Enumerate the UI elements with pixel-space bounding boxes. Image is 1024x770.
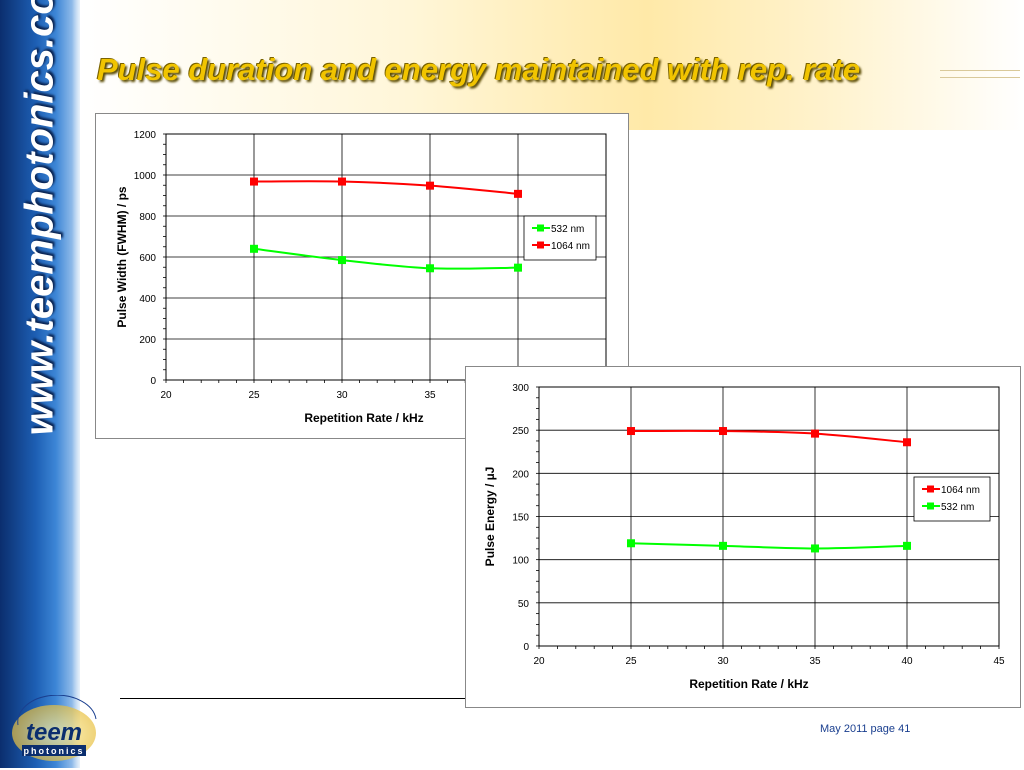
- pw-series-532nm-line: [253, 247, 519, 270]
- pw-y-tick-label: 800: [139, 212, 156, 223]
- pw-legend-label: 532 nm: [551, 224, 584, 235]
- pw-series-532nm-point: [426, 264, 434, 273]
- title-decoration: [940, 70, 1020, 78]
- sidebar-url: www.teemphotonics.com: [17, 0, 62, 436]
- pe-y-tick-label: 200: [512, 469, 529, 480]
- pe-legend-box: [913, 476, 991, 522]
- teem-logo-icon: teem photonics: [12, 694, 97, 761]
- pe-series-532nm-point: [903, 541, 911, 550]
- pe-series-532nm-line: [630, 542, 908, 550]
- pw-x-axis-title: Repetition Rate / kHz: [304, 411, 423, 425]
- pw-y-tick-label: 600: [139, 253, 156, 264]
- footer-page-info: May 2011 page 41: [820, 723, 911, 735]
- pe-series-1064nm-point: [811, 429, 819, 438]
- pw-y-tick-label: 400: [139, 294, 156, 305]
- pe-x-tick-label: 30: [717, 656, 729, 667]
- pw-y-tick-label: 1000: [134, 171, 157, 182]
- pe-y-tick-label: 0: [523, 642, 529, 653]
- pw-x-tick-label: 35: [424, 390, 436, 401]
- svg-text:photonics: photonics: [24, 746, 85, 756]
- pe-x-tick-label: 35: [809, 656, 821, 667]
- pe-x-axis-title: Repetition Rate / kHz: [689, 677, 808, 691]
- pe-legend-label: 1064 nm: [941, 485, 980, 496]
- pw-series-1064nm-point: [250, 177, 258, 186]
- pe-x-tick-label: 45: [993, 656, 1005, 667]
- pw-series-532nm-point: [514, 263, 522, 272]
- pw-y-axis-title: Pulse Width (FWHM) / ps: [115, 186, 129, 328]
- svg-text:teem: teem: [26, 719, 82, 746]
- pe-legend-swatch-marker: [927, 485, 934, 493]
- pw-series-1064nm-point: [426, 181, 434, 190]
- teem-logo: teem photonics: [4, 694, 116, 765]
- pe-legend-label: 532 nm: [941, 502, 974, 513]
- pw-series-1064nm-point: [338, 177, 346, 186]
- pw-y-tick-label: 0: [150, 376, 156, 387]
- pulse-width-chart: 0 200 400 600 800 1000 1200 20 25 30 35 Repetition …: [95, 113, 629, 439]
- header-background: [80, 0, 1024, 130]
- pw-legend-label: 1064 nm: [551, 241, 590, 252]
- pe-y-tick-label: 100: [512, 556, 529, 567]
- pw-x-tick-label: 20: [160, 390, 172, 401]
- pw-series-532nm-point: [250, 244, 258, 253]
- pe-series-532nm-point: [811, 544, 819, 553]
- pe-x-tick-label: 25: [625, 656, 637, 667]
- pw-y-tick-label: 1200: [134, 130, 157, 141]
- pw-x-tick-label: 30: [336, 390, 348, 401]
- pe-legend-swatch-marker: [927, 502, 934, 510]
- pe-x-tick-label: 40: [901, 656, 913, 667]
- pe-series-532nm-point: [719, 541, 727, 550]
- pe-x-tick-label: 20: [533, 656, 545, 667]
- pulse-energy-chart-svg: 0 50 100 150 200 250 300 20 25 30 35 40 45 Repetition…: [483, 383, 1005, 691]
- pe-series-1064nm-point: [903, 438, 911, 447]
- pe-series-1064nm-point: [627, 427, 635, 436]
- pw-legend-swatch-marker: [537, 241, 544, 249]
- slide-title: Pulse duration and energy maintained wit…: [97, 52, 861, 87]
- pe-series-532nm-point: [627, 539, 635, 548]
- pw-legend-swatch-marker: [537, 224, 544, 232]
- sidebar-banner: www.teemphotonics.com: [0, 0, 82, 768]
- pw-series-1064nm-point: [514, 189, 522, 198]
- pw-legend-box: [523, 215, 597, 261]
- pw-series-532nm-point: [338, 256, 346, 265]
- pe-y-tick-label: 300: [512, 383, 529, 394]
- pw-y-tick-label: 200: [139, 335, 156, 346]
- pe-y-tick-label: 50: [518, 599, 530, 610]
- pulse-energy-chart: 0 50 100 150 200 250 300 20 25 30 35 40 45 Repetition…: [465, 366, 1021, 708]
- pe-y-axis-title: Pulse Energy / µJ: [483, 467, 497, 567]
- pe-y-tick-label: 150: [512, 513, 529, 524]
- sidebar-edge: [72, 0, 82, 768]
- pe-y-tick-label: 250: [512, 426, 529, 437]
- footer-divider: [120, 698, 465, 699]
- pw-series-1064nm-line: [253, 180, 519, 195]
- pw-x-tick-label: 25: [248, 390, 260, 401]
- pe-series-1064nm-point: [719, 427, 727, 436]
- pe-series-1064nm-line: [630, 429, 908, 444]
